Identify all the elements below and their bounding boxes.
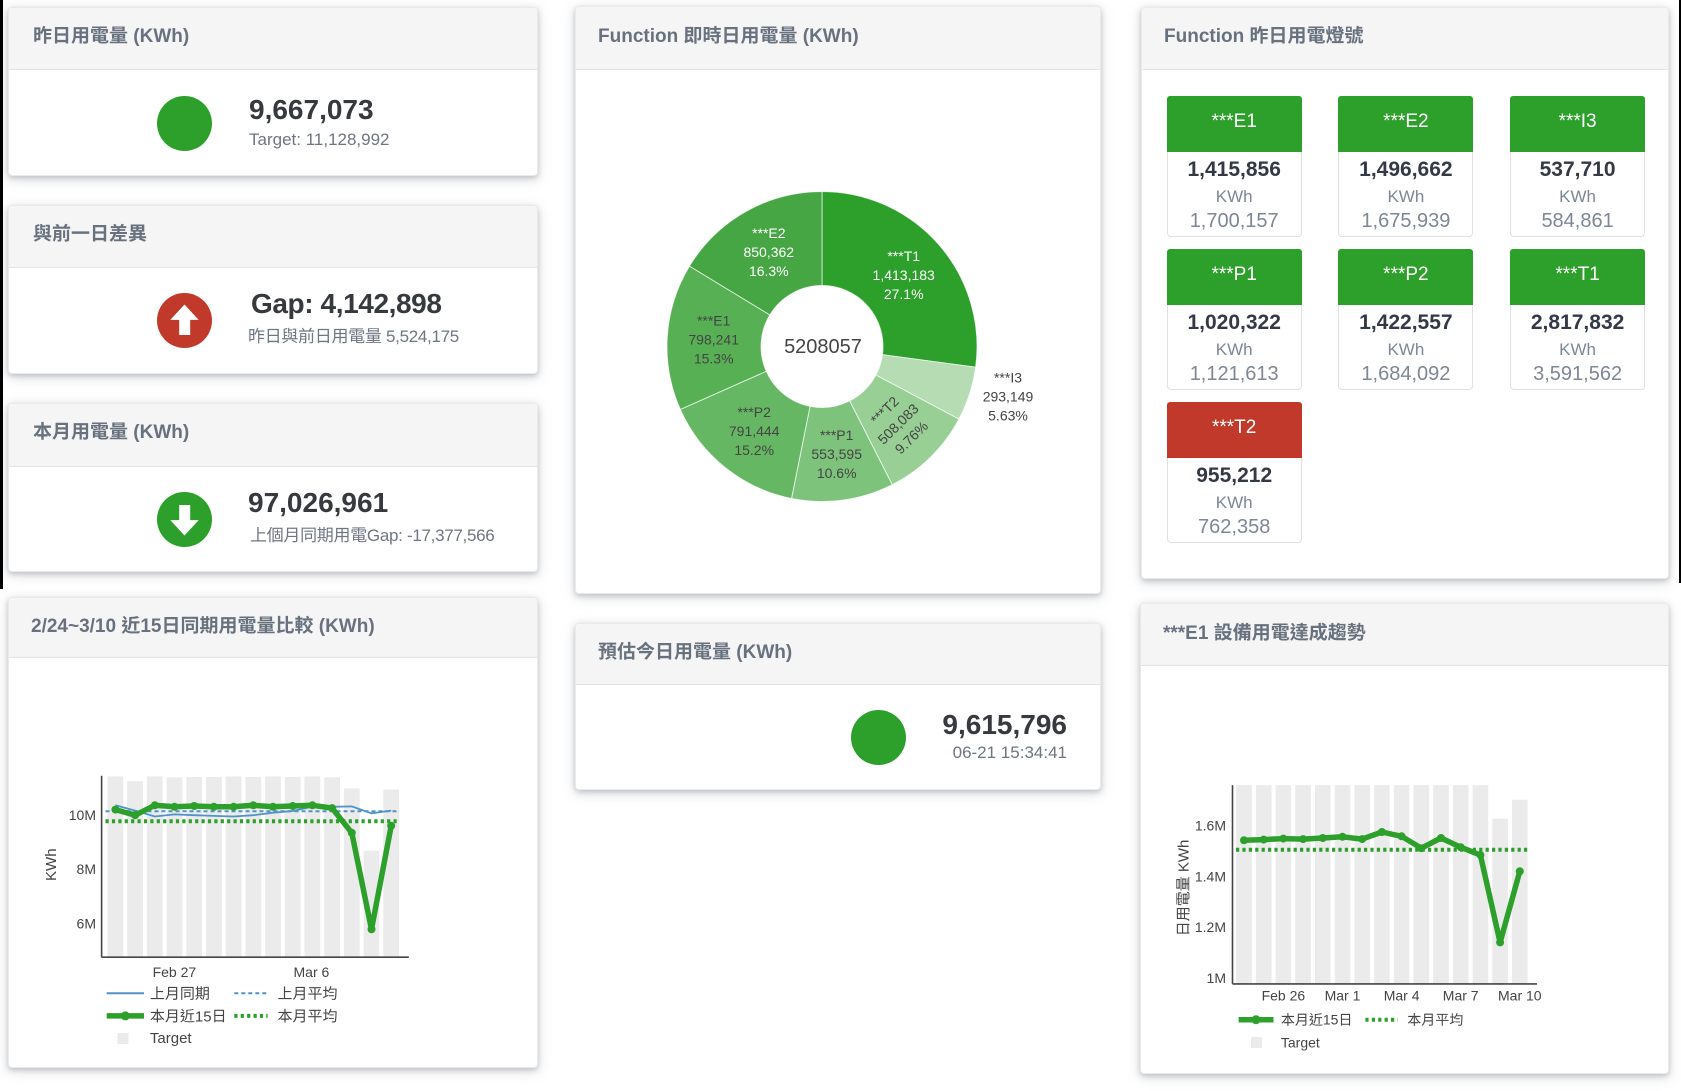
svg-text:KWh: KWh xyxy=(43,848,60,881)
svg-text:15: 15 xyxy=(140,616,162,637)
svg-text:1.2M: 1.2M xyxy=(1195,919,1226,935)
svg-text:(KWh): (KWh) xyxy=(133,26,189,47)
svg-text:1.4M: 1.4M xyxy=(1195,868,1226,884)
svg-text:Mar 10: Mar 10 xyxy=(1498,987,1542,1003)
svg-text:Feb 27: Feb 27 xyxy=(153,964,197,980)
svg-text:Function: Function xyxy=(598,26,678,47)
svg-text:15: 15 xyxy=(1323,1012,1339,1028)
svg-text:5,524,175: 5,524,175 xyxy=(386,327,459,346)
svg-text:KWh: KWh xyxy=(1175,840,1192,873)
svg-text:(KWh): (KWh) xyxy=(803,26,859,47)
svg-text:1M: 1M xyxy=(1207,970,1226,986)
svg-text:Mar 4: Mar 4 xyxy=(1384,987,1420,1003)
svg-text:2/24~3/10: 2/24~3/10 xyxy=(31,616,116,637)
svg-text:Target: Target xyxy=(1281,1035,1320,1051)
svg-text:5208057: 5208057 xyxy=(784,336,862,358)
svg-text:Target: Target xyxy=(150,1030,193,1047)
svg-text:Mar 6: Mar 6 xyxy=(294,964,330,980)
svg-text:Mar 7: Mar 7 xyxy=(1443,987,1479,1003)
svg-text:10M: 10M xyxy=(69,807,96,823)
svg-text:Function: Function xyxy=(1164,26,1244,47)
svg-text:Gap: -17,377,566: Gap: -17,377,566 xyxy=(367,526,495,545)
svg-text:15: 15 xyxy=(195,1008,212,1025)
svg-text:(KWh): (KWh) xyxy=(736,642,792,663)
svg-text:Feb 26: Feb 26 xyxy=(1262,987,1306,1003)
svg-text:(KWh): (KWh) xyxy=(319,616,375,637)
svg-text:8M: 8M xyxy=(77,861,96,877)
svg-text:(KWh): (KWh) xyxy=(133,422,189,443)
svg-text:1.6M: 1.6M xyxy=(1195,818,1226,834)
svg-text:***E1: ***E1 xyxy=(1163,623,1209,644)
svg-text:6M: 6M xyxy=(77,916,96,932)
svg-text:Mar 1: Mar 1 xyxy=(1325,987,1361,1003)
